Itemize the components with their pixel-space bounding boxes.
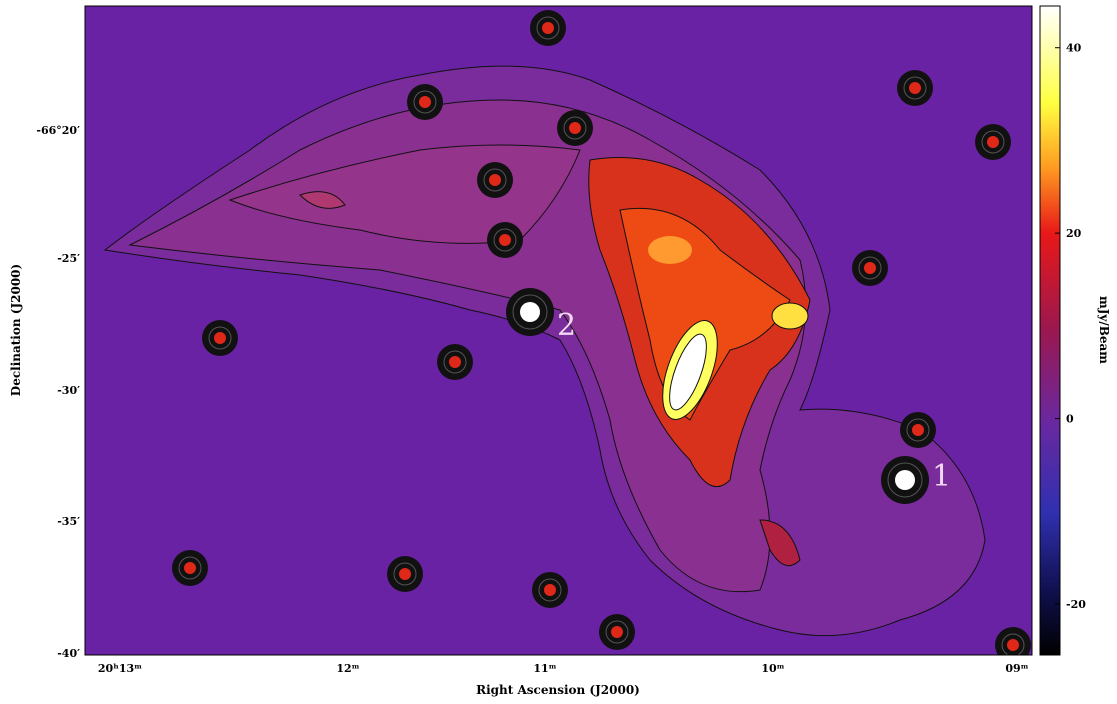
source-ring	[512, 294, 548, 330]
source-core	[184, 562, 196, 574]
colorbar-tick-label: 20	[1066, 227, 1082, 240]
y-tick-label: -40′	[57, 647, 80, 660]
colorbar-tick-label: -20	[1066, 598, 1086, 611]
y-tick-label: -25′	[57, 252, 80, 265]
source-core	[399, 568, 411, 580]
source-ring	[443, 350, 467, 374]
source-core	[449, 356, 461, 368]
source-core	[909, 82, 921, 94]
x-axis-label: Right Ascension (J2000)	[476, 683, 640, 697]
source-ring	[483, 168, 507, 192]
y-tick-label: -66°20′	[36, 124, 80, 137]
source-ring	[536, 16, 560, 40]
source-core	[214, 332, 226, 344]
y-axis-label: Declination (J2000)	[9, 264, 23, 396]
source-core	[419, 96, 431, 108]
source-label: 1	[932, 459, 951, 494]
source-core	[520, 302, 540, 322]
source-ring	[538, 578, 562, 602]
colorbar	[1039, 5, 1061, 656]
source-core	[864, 262, 876, 274]
source-ring	[1001, 633, 1025, 655]
source-ring	[981, 130, 1005, 154]
source-core	[895, 470, 915, 490]
x-tick-label: 12ᵐ	[336, 662, 359, 675]
colorbar-label: mJy/Beam	[1097, 296, 1111, 364]
x-tick-label: 10ᵐ	[761, 662, 784, 675]
y-tick-label: -35′	[57, 515, 80, 528]
x-tick-label: 20ʰ13ᵐ	[98, 662, 142, 675]
radio-map	[85, 6, 1032, 655]
source-core	[542, 22, 554, 34]
y-tick-label: -30′	[57, 384, 80, 397]
source-ring	[393, 562, 417, 586]
source-core	[489, 174, 501, 186]
source-ring	[903, 76, 927, 100]
source-core	[1007, 639, 1019, 651]
source-ring	[906, 418, 930, 442]
colorbar-tick-label: 0	[1066, 413, 1074, 426]
source-core	[912, 424, 924, 436]
source-ring	[887, 462, 923, 498]
source-label: 2	[557, 308, 576, 343]
x-tick-label: 11ᵐ	[533, 662, 556, 675]
x-tick-label: 09ᵐ	[1005, 662, 1028, 675]
source-core	[987, 136, 999, 148]
plot-frame	[84, 5, 1033, 656]
source-ring	[208, 326, 232, 350]
source-ring	[493, 228, 517, 252]
source-core	[611, 626, 623, 638]
source-core	[544, 584, 556, 596]
source-ring	[413, 90, 437, 114]
source-ring	[858, 256, 882, 280]
source-core	[499, 234, 511, 246]
source-core	[569, 122, 581, 134]
source-ring	[563, 116, 587, 140]
colorbar-tick-label: 40	[1066, 42, 1082, 55]
source-ring	[605, 620, 629, 644]
point-sources	[172, 10, 1031, 655]
source-ring	[178, 556, 202, 580]
